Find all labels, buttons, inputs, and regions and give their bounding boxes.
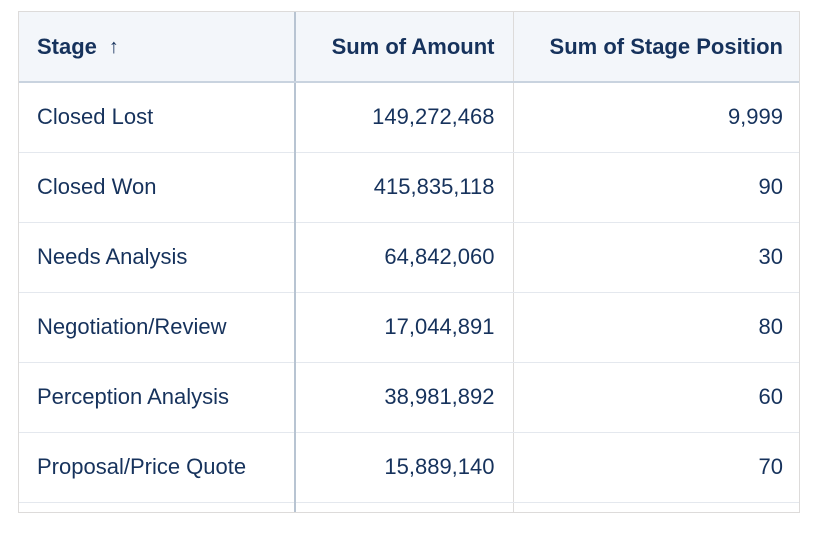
cell-amount-empty [295, 502, 514, 512]
cell-stage: Negotiation/Review [19, 292, 296, 363]
cell-amount: 415,835,118 [295, 152, 514, 223]
table-row-partial [19, 502, 799, 512]
table-row: Needs Analysis 64,842,060 30 [19, 222, 799, 293]
cell-stage-position: 70 [513, 432, 799, 503]
arrow-up-icon[interactable]: ↑ [108, 35, 119, 58]
table-row: Closed Won 415,835,118 90 [19, 152, 799, 223]
table-row: Negotiation/Review 17,044,891 80 [19, 292, 799, 363]
cell-stage: Closed Lost [19, 82, 296, 153]
cell-stage: Needs Analysis [19, 222, 296, 293]
cell-amount: 15,889,140 [295, 432, 514, 503]
header-row: Stage ↑ Sum of Amount Sum of Stage Positi… [19, 12, 799, 83]
column-header-amount[interactable]: Sum of Amount [295, 12, 514, 83]
table-header: Stage ↑ Sum of Amount Sum of Stage Positi… [19, 12, 799, 83]
cell-stage-position: 30 [513, 222, 799, 293]
table-row: Proposal/Price Quote 15,889,140 70 [19, 432, 799, 503]
data-table: Stage ↑ Sum of Amount Sum of Stage Positi… [19, 12, 799, 512]
column-header-stage-position[interactable]: Sum of Stage Position [513, 12, 799, 83]
cell-stage-empty [19, 502, 296, 512]
cell-stage: Perception Analysis [19, 362, 296, 433]
cell-stage-position: 80 [513, 292, 799, 363]
column-header-stage-position-label: Sum of Stage Position [549, 33, 783, 59]
cell-amount: 38,981,892 [295, 362, 514, 433]
cell-stage-position: 60 [513, 362, 799, 433]
column-header-stage[interactable]: Stage ↑ [19, 12, 296, 83]
cell-amount: 64,842,060 [295, 222, 514, 293]
table-body: Closed Lost 149,272,468 9,999 Closed Won… [19, 82, 799, 512]
cell-stage: Closed Won [19, 152, 296, 223]
cell-stage-position: 90 [513, 152, 799, 223]
column-header-amount-label: Sum of Amount [331, 33, 495, 59]
cell-amount: 17,044,891 [295, 292, 514, 363]
cell-amount: 149,272,468 [295, 82, 514, 153]
cell-stage: Proposal/Price Quote [19, 432, 296, 503]
cell-stage-position: 9,999 [513, 82, 799, 153]
cell-stage-position-empty [513, 502, 799, 512]
column-header-stage-label: Stage [37, 33, 97, 59]
table-row: Perception Analysis 38,981,892 60 [19, 362, 799, 433]
table-row: Closed Lost 149,272,468 9,999 [19, 82, 799, 153]
report-table: Stage ↑ Sum of Amount Sum of Stage Positi… [18, 11, 800, 513]
